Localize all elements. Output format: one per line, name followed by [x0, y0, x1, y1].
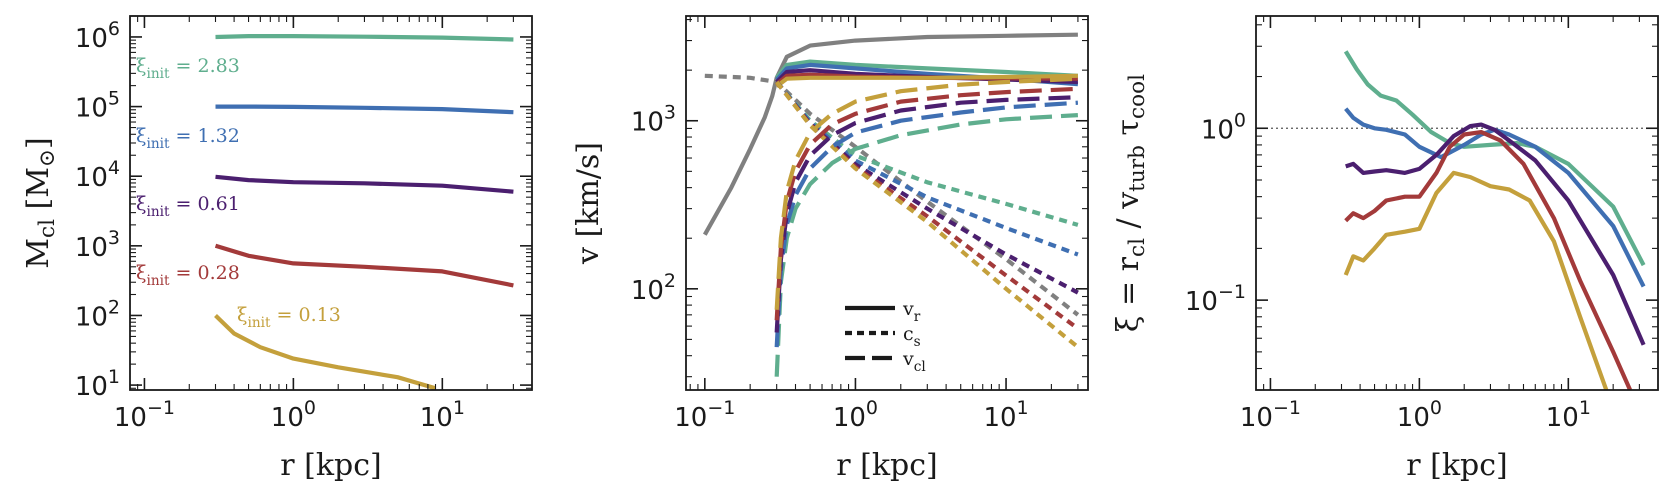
- series-line-v_r-2: [775, 59, 1079, 80]
- y-tick-label: 102: [75, 296, 120, 332]
- x-tick-label: 101: [1546, 397, 1591, 433]
- x-tick-label: 10−1: [114, 397, 175, 433]
- y-axis-label: Mcl [M⊙]: [21, 137, 60, 269]
- y-tick-label: 105: [75, 88, 120, 124]
- x-tick-label: 101: [420, 397, 465, 433]
- series-line-3: [214, 243, 514, 288]
- x-axis-label: r [kpc]: [836, 448, 937, 483]
- series-line-4: [214, 313, 437, 390]
- y-tick-label: 102: [631, 270, 676, 306]
- chart-panel-left: 10−1 100 101 101 102 103 104 105 106 r [kpc] Mcl […: [21, 15, 533, 483]
- y-tick-label: 103: [75, 227, 120, 263]
- axes-frame: [685, 15, 1089, 391]
- series-line-1: [215, 104, 514, 115]
- chart-panel-right: 10−1 100 101 10−1 100 r [kpc] ξ = rcl / vturb …: [1111, 15, 1659, 483]
- y-tick-label: 100: [1201, 109, 1246, 145]
- series-group: [702, 32, 1080, 377]
- legend-label: vr: [902, 298, 921, 325]
- series-line-c_s-7: [775, 80, 1079, 227]
- series-group: [214, 34, 514, 390]
- series-group: [1343, 50, 1646, 390]
- series-line-4: [1343, 170, 1609, 390]
- legend-label: cs: [903, 323, 921, 350]
- series-annotation: ξinit = 0.13: [237, 304, 341, 331]
- x-tick-label: 10−1: [674, 397, 735, 433]
- series-line-2: [215, 174, 514, 194]
- y-tick-label: 103: [631, 102, 676, 138]
- series-annotation: ξinit = 1.32: [136, 125, 240, 152]
- axes-frame: [129, 15, 533, 391]
- x-tick-label: 100: [271, 397, 316, 433]
- series-line-0: [215, 34, 514, 42]
- x-tick-label: 100: [1397, 397, 1442, 433]
- x-tick-label: 100: [833, 397, 878, 433]
- series-line-c_s-9: [775, 80, 1079, 295]
- y-tick-label: 101: [75, 366, 120, 402]
- series-line-c_s-11: [775, 80, 1080, 349]
- y-tick-label: 106: [75, 18, 120, 54]
- series-line-v_r-0: [702, 32, 1078, 236]
- series-line-v_r-6: [775, 73, 1078, 89]
- series-line-2: [1345, 122, 1646, 346]
- series-annotation: ξinit = 2.83: [136, 55, 240, 82]
- series-line-1: [1344, 107, 1646, 288]
- y-axis-label: v [km/s]: [571, 142, 606, 265]
- y-tick-label: 10−1: [1185, 281, 1246, 317]
- series-line-v_cl-14: [774, 95, 1078, 333]
- series-line-c_s-1: [704, 73, 1080, 317]
- series-line-v_cl-16: [774, 76, 1078, 310]
- axes-frame: [1255, 15, 1659, 391]
- series-annotation: ξinit = 0.61: [136, 193, 240, 220]
- series-annotation: ξinit = 0.28: [136, 262, 240, 289]
- y-axis-label: ξ = rcl / vturb τcool: [1111, 74, 1150, 332]
- x-tick-label: 10−1: [1240, 397, 1301, 433]
- x-tick-label: 101: [983, 397, 1028, 433]
- x-axis-label: r [kpc]: [1406, 448, 1507, 483]
- y-tick-label: 104: [75, 157, 120, 193]
- legend-label: vcl: [902, 348, 926, 375]
- x-axis-label: r [kpc]: [280, 448, 381, 483]
- series-line-3: [1344, 130, 1633, 390]
